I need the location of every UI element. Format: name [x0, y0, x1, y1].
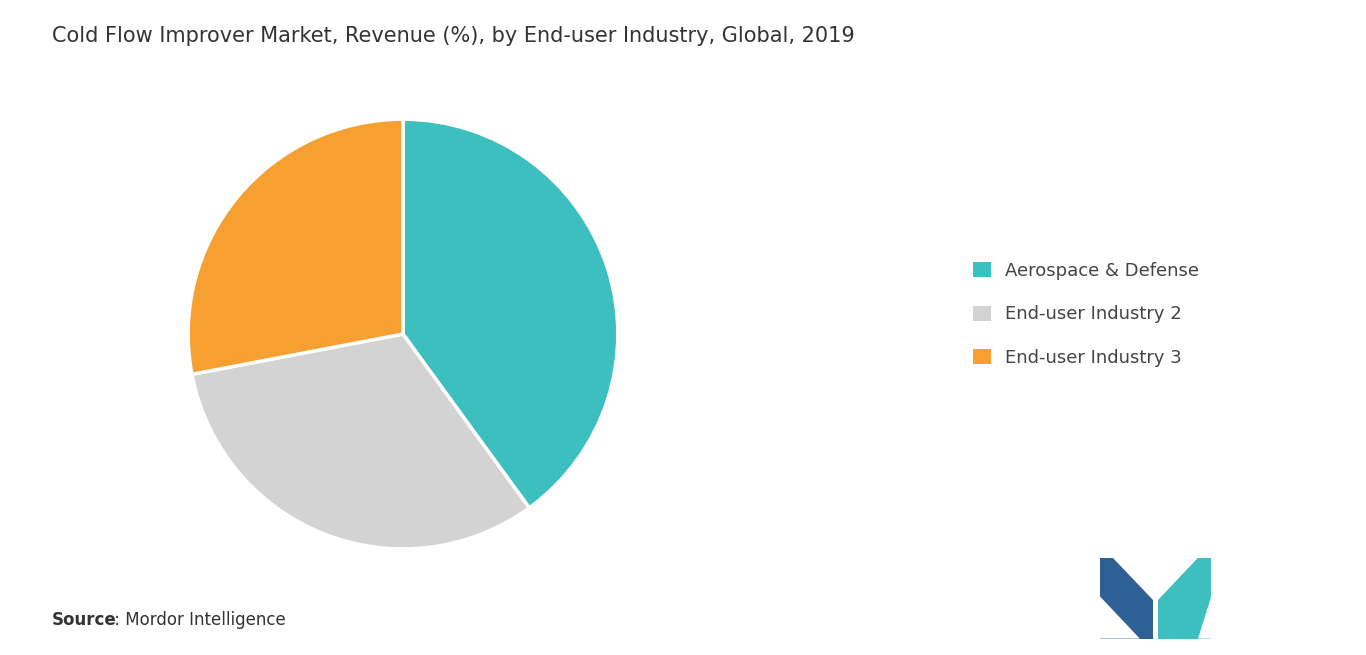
Polygon shape: [1158, 596, 1212, 639]
Text: Cold Flow Improver Market, Revenue (%), by End-user Industry, Global, 2019: Cold Flow Improver Market, Revenue (%), …: [52, 26, 855, 47]
Polygon shape: [1100, 557, 1153, 639]
Wedge shape: [189, 119, 403, 374]
Wedge shape: [403, 119, 617, 508]
Polygon shape: [1158, 557, 1212, 639]
Wedge shape: [193, 334, 529, 549]
Text: : Mordor Intelligence: : Mordor Intelligence: [109, 611, 285, 629]
Text: Source: Source: [52, 611, 116, 629]
Legend: Aerospace & Defense, End-user Industry 2, End-user Industry 3: Aerospace & Defense, End-user Industry 2…: [966, 255, 1206, 374]
Polygon shape: [1100, 596, 1139, 639]
Polygon shape: [1158, 557, 1198, 600]
Polygon shape: [1113, 557, 1153, 600]
